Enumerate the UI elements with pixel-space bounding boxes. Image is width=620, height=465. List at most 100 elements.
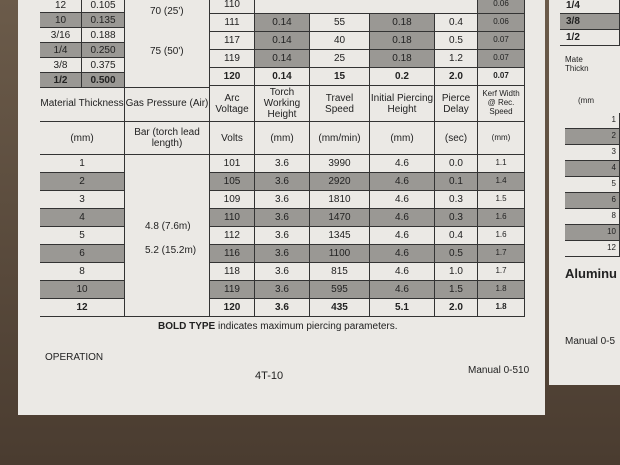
cell: 0.135 xyxy=(82,13,125,28)
column-header: Kerf Width @ Rec. Speed xyxy=(478,86,525,122)
cell: 0.14 xyxy=(255,68,310,86)
heading: Aluminu xyxy=(565,266,617,281)
cell: 3/16 xyxy=(40,28,82,43)
cell: 1/2 xyxy=(560,30,620,46)
column-unit: (mm) xyxy=(255,122,310,155)
column-header: Initial Piercing Height xyxy=(370,86,435,122)
thickness: 3 xyxy=(40,191,125,209)
cell: 1.6 xyxy=(478,227,525,245)
cell: 0.07 xyxy=(478,50,525,68)
cell: 1/4 xyxy=(40,43,82,58)
note: indicates maximum piercing parameters. xyxy=(218,321,398,332)
gas-pressure: 5.2 (15.2m) xyxy=(145,245,197,256)
thickness: 5 xyxy=(40,227,125,245)
cell: 0.14 xyxy=(255,32,310,50)
cell: 1.7 xyxy=(478,263,525,281)
cell: 1.2 xyxy=(435,50,478,68)
cell: 1/4 xyxy=(560,0,620,14)
cell: 1.4 xyxy=(478,173,525,191)
column-header: Arc Voltage xyxy=(210,86,255,122)
cell: 55 xyxy=(310,14,370,32)
column-header: Travel Speed xyxy=(310,86,370,122)
cell: 0.500 xyxy=(82,73,125,88)
cell: 25 xyxy=(310,50,370,68)
cell: 111 xyxy=(210,14,255,32)
cell: 1.5 xyxy=(478,191,525,209)
thickness: 1 xyxy=(565,113,620,129)
cell: 0.14 xyxy=(255,50,310,68)
manual: Manual 0-510 xyxy=(468,365,530,376)
column-unit: (mm) xyxy=(40,122,125,155)
cell: 3.6 xyxy=(255,155,310,173)
cell: 0.07 xyxy=(478,68,525,86)
cell: 4.6 xyxy=(370,263,435,281)
cell: 2920 xyxy=(310,173,370,191)
thickness: 4 xyxy=(565,161,620,177)
cell: 1/2 xyxy=(40,73,82,88)
cell: 1.6 xyxy=(478,209,525,227)
column-unit: (mm) xyxy=(370,122,435,155)
cell: 1.1 xyxy=(478,155,525,173)
cell: 3.6 xyxy=(255,227,310,245)
cell: 15 xyxy=(310,68,370,86)
manual: Manual 0-5 xyxy=(565,336,616,347)
gas-pressure: 4.8 (7.6m) xyxy=(145,221,191,232)
cell: 120 xyxy=(210,299,255,317)
cell: 0.18 xyxy=(370,32,435,50)
cell: 4.6 xyxy=(370,191,435,209)
cell: 4.6 xyxy=(370,245,435,263)
cell: 0.14 xyxy=(255,14,310,32)
cell: 1.5 xyxy=(435,281,478,299)
column-unit: (mm/min) xyxy=(310,122,370,155)
gas-cell xyxy=(125,155,210,317)
cell: 117 xyxy=(210,32,255,50)
page-number: 4T-10 xyxy=(255,370,284,382)
left-page xyxy=(18,0,545,415)
cell: 119 xyxy=(210,281,255,299)
cell: 0.105 xyxy=(82,0,125,13)
cell: 5.1 xyxy=(370,299,435,317)
cell: 110 xyxy=(210,0,255,14)
column-unit: (sec) xyxy=(435,122,478,155)
cell: 2.0 xyxy=(435,68,478,86)
cell: 0.4 xyxy=(435,227,478,245)
cell: 0.5 xyxy=(435,245,478,263)
thickness: 5 xyxy=(565,177,620,193)
cell: 815 xyxy=(310,263,370,281)
cell: 4.6 xyxy=(370,155,435,173)
thickness: 4 xyxy=(40,209,125,227)
column-unit: Volts xyxy=(210,122,255,155)
cell: 1470 xyxy=(310,209,370,227)
cell: 0.07 xyxy=(478,32,525,50)
column-header: Mate Thickn xyxy=(565,55,589,73)
cell: 0.18 xyxy=(370,14,435,32)
cell: 3.6 xyxy=(255,299,310,317)
cell: 1.8 xyxy=(478,281,525,299)
cell: 0.0 xyxy=(435,155,478,173)
cell: 3.6 xyxy=(255,209,310,227)
gas-text: 70 (25') xyxy=(150,6,184,17)
cell: 3.6 xyxy=(255,281,310,299)
column-header: Gas Pressure (Air) xyxy=(125,86,210,122)
cell: 0.250 xyxy=(82,43,125,58)
cell: 0.4 xyxy=(435,14,478,32)
cell: 0.2 xyxy=(370,68,435,86)
cell: 435 xyxy=(310,299,370,317)
column-unit: Bar (torch lead length) xyxy=(125,122,210,155)
cell: 3.6 xyxy=(255,173,310,191)
cell: 1810 xyxy=(310,191,370,209)
cell: 0.3 xyxy=(435,191,478,209)
cell: 1.7 xyxy=(478,245,525,263)
cell: 3.6 xyxy=(255,263,310,281)
cell: 0.18 xyxy=(370,50,435,68)
gas-cell xyxy=(125,0,210,88)
column-header: Pierce Delay xyxy=(435,86,478,122)
cell: 1100 xyxy=(310,245,370,263)
cell: 4.6 xyxy=(370,209,435,227)
cell: 110 xyxy=(210,209,255,227)
cell: 1345 xyxy=(310,227,370,245)
thickness: 10 xyxy=(565,225,620,241)
cell: 112 xyxy=(210,227,255,245)
thickness: 8 xyxy=(40,263,125,281)
